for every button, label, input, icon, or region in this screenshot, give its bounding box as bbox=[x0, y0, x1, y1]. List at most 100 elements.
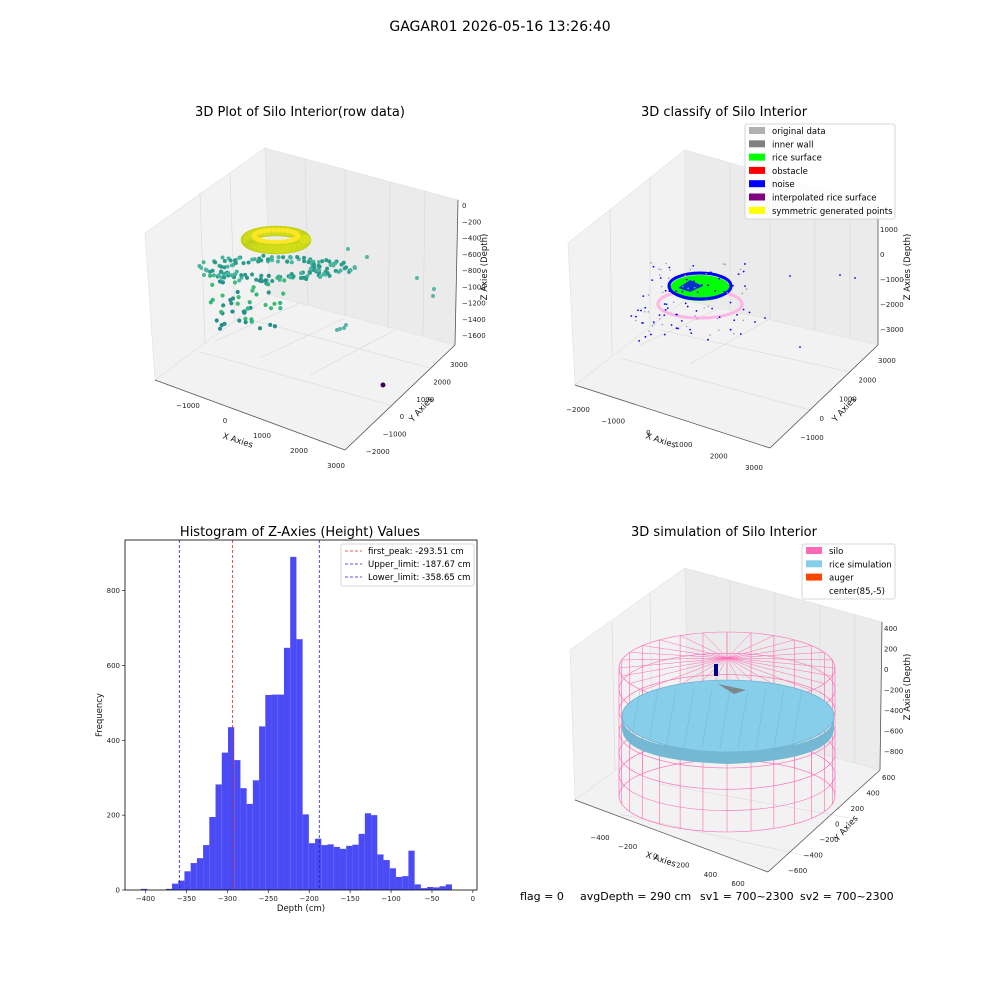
histogram-bar bbox=[414, 884, 421, 890]
legend-label: rice surface bbox=[772, 154, 822, 164]
tick-label: −400 bbox=[884, 707, 903, 715]
noise-point bbox=[663, 333, 666, 336]
histogram-bars bbox=[140, 556, 452, 890]
original-point bbox=[693, 286, 696, 289]
wall-point bbox=[348, 268, 353, 273]
wall-point bbox=[211, 273, 216, 278]
flag-text: flag = 0 bbox=[520, 890, 564, 903]
wall-point bbox=[288, 255, 293, 260]
tick-label: 1000 bbox=[253, 432, 271, 440]
floor-point bbox=[282, 278, 287, 283]
wall-point bbox=[289, 260, 294, 265]
original-point bbox=[659, 318, 661, 320]
wall-point bbox=[302, 259, 307, 264]
wall-point bbox=[275, 259, 280, 264]
original-point bbox=[741, 292, 744, 295]
chart-title: Histogram of Z-Axies (Height) Values bbox=[180, 525, 420, 540]
noise-point bbox=[415, 276, 419, 280]
noise-point bbox=[743, 263, 746, 265]
auger-shaft bbox=[714, 664, 718, 676]
grid-lines bbox=[199, 158, 431, 406]
rice-mesh-line bbox=[737, 689, 749, 749]
original-point bbox=[732, 332, 735, 335]
floor-point bbox=[210, 282, 215, 288]
chart-title: 3D Plot of Silo Interior(row data) bbox=[195, 105, 405, 120]
tick-label: −600 bbox=[884, 728, 903, 736]
wall-point bbox=[288, 275, 293, 280]
legend-swatch bbox=[749, 153, 765, 161]
histogram-bar bbox=[371, 815, 378, 890]
x-tick-label: −300 bbox=[218, 895, 237, 903]
legend-label: obstacle bbox=[772, 167, 808, 177]
histogram-bar bbox=[420, 888, 428, 890]
panel-raw-3d: 3D Plot of Silo Interior(row data) −1000… bbox=[144, 105, 490, 470]
wall-point bbox=[259, 258, 264, 263]
legend-box bbox=[340, 543, 475, 587]
x-axis-label: X Axies bbox=[644, 431, 677, 450]
noise-point bbox=[665, 303, 668, 306]
x-axis-label: X Axies bbox=[644, 850, 677, 869]
histogram-bar bbox=[196, 858, 204, 890]
x-tick-label: −350 bbox=[177, 895, 196, 903]
histogram-bar bbox=[221, 752, 228, 890]
panel-classify-3d: 3D classify of Silo Interior −2000 −1000 0… bbox=[566, 105, 913, 472]
histogram-bar bbox=[246, 803, 253, 890]
floor-point bbox=[222, 321, 227, 326]
y-tick-label: 400 bbox=[107, 737, 120, 745]
noise-point bbox=[630, 315, 633, 317]
floor-point bbox=[230, 309, 235, 314]
silo-roof-line bbox=[726, 639, 795, 659]
tick-label: −1000 bbox=[800, 434, 824, 442]
y-tick-label: 600 bbox=[107, 662, 120, 670]
legend-swatch bbox=[806, 560, 822, 568]
original-point bbox=[721, 282, 724, 284]
wall-point bbox=[270, 258, 275, 263]
floor-point bbox=[217, 279, 223, 284]
floor-point bbox=[217, 326, 223, 331]
tick-label: 400 bbox=[884, 625, 897, 633]
wall-point bbox=[204, 268, 209, 273]
wall-point bbox=[307, 269, 312, 274]
noise-point bbox=[663, 314, 666, 317]
floor-point bbox=[266, 273, 271, 278]
tick-label: 0 bbox=[880, 251, 884, 259]
wall-point bbox=[237, 255, 242, 260]
floor-point bbox=[275, 275, 280, 281]
floor-point bbox=[229, 301, 234, 306]
histogram-bar bbox=[296, 639, 303, 890]
ring-inner-point bbox=[280, 239, 286, 245]
noise-point bbox=[729, 301, 732, 304]
legend-box bbox=[744, 123, 896, 220]
floor-point bbox=[257, 278, 262, 283]
wall-point bbox=[208, 269, 213, 274]
original-point bbox=[718, 329, 720, 331]
ring-inner-point bbox=[271, 227, 277, 233]
tick-label: 1000 bbox=[416, 396, 434, 404]
histogram-bar bbox=[277, 694, 284, 890]
noise-point bbox=[637, 309, 639, 312]
silo-roof-line bbox=[726, 657, 833, 677]
noise-point bbox=[669, 285, 672, 288]
legend-swatch bbox=[806, 573, 822, 581]
floor-point bbox=[228, 297, 233, 303]
wall-point bbox=[327, 259, 332, 264]
x-tick-label: −250 bbox=[259, 895, 278, 903]
floor-point bbox=[244, 275, 250, 280]
noise-point bbox=[690, 332, 693, 335]
floor-point bbox=[214, 318, 219, 323]
tick-label: −400 bbox=[590, 834, 609, 842]
noise-point bbox=[723, 290, 726, 293]
noise-point bbox=[644, 306, 647, 309]
tick-label: −200 bbox=[884, 687, 903, 695]
legend: first_peak: -293.51 cm Upper_limit: -187.… bbox=[340, 543, 475, 587]
histogram-bar bbox=[252, 780, 260, 890]
original-point bbox=[684, 274, 687, 277]
legend-label: original data bbox=[772, 127, 826, 137]
floor-point bbox=[236, 294, 241, 300]
silo-roof-line bbox=[702, 632, 728, 659]
obstacle-region bbox=[678, 280, 703, 292]
wall-point bbox=[216, 273, 221, 278]
original-point bbox=[726, 291, 729, 294]
noise-point bbox=[659, 277, 662, 279]
tick-label: −1400 bbox=[462, 316, 486, 324]
